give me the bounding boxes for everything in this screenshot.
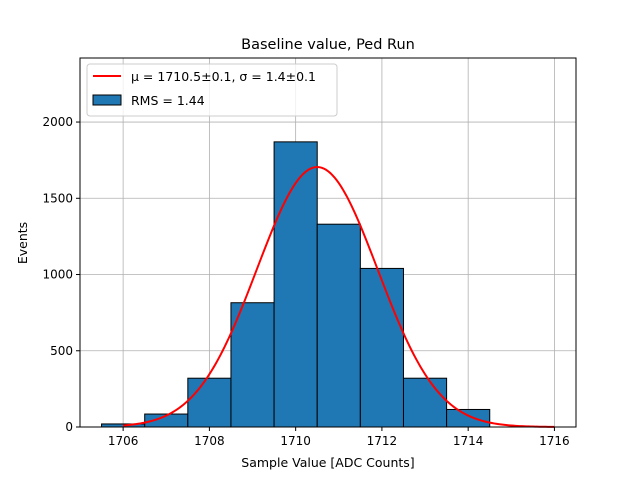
y-axis: 0 500 1000 1500 2000 [42, 115, 80, 434]
y-axis-label: Events [15, 222, 30, 264]
histogram-bar [230, 302, 275, 428]
chart-title: Baseline value, Ped Run [241, 37, 415, 53]
plot-frame [79, 57, 577, 428]
gaussian-fit-curve [123, 166, 555, 428]
y-tick-label: 1500 [42, 191, 73, 205]
y-tick-label: 2000 [42, 115, 73, 129]
x-tick-label: 1714 [453, 434, 484, 448]
histogram-bar [446, 408, 491, 428]
legend: μ = 1710.5±0.1, σ = 1.4±0.1 RMS = 1.44 [86, 63, 338, 117]
x-tick-label: 1708 [194, 434, 225, 448]
histogram-bar [316, 223, 361, 428]
histogram-bar [359, 267, 404, 428]
x-tick-label: 1706 [108, 434, 139, 448]
x-axis: 1706 1708 1710 1712 1714 1716 [108, 427, 570, 448]
legend-fit-label: μ = 1710.5±0.1, σ = 1.4±0.1 [131, 69, 316, 84]
x-tick-label: 1716 [539, 434, 570, 448]
histogram-bar [273, 141, 318, 428]
x-axis-label: Sample Value [ADC Counts] [241, 455, 414, 470]
y-tick-label: 0 [65, 420, 73, 434]
fit-curve-layer [123, 166, 555, 428]
y-tick-label: 1000 [42, 268, 73, 282]
legend-histogram-swatch-icon [92, 94, 122, 106]
y-tick-label: 500 [50, 344, 73, 358]
histogram-bar [187, 377, 232, 428]
histogram-bar [402, 377, 448, 428]
legend-box [86, 63, 338, 117]
x-tick-label: 1710 [280, 434, 311, 448]
legend-histogram-label: RMS = 1.44 [131, 93, 205, 108]
x-tick-label: 1712 [367, 434, 398, 448]
